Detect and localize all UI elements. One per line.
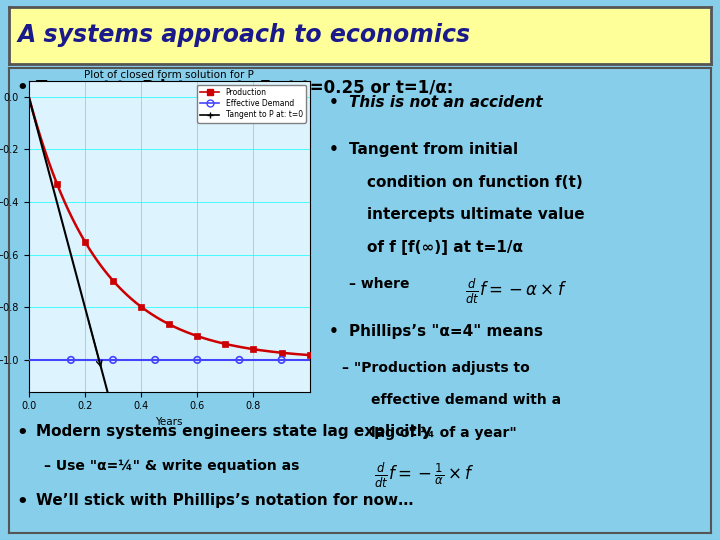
Text: •: • <box>328 323 338 339</box>
Title: Plot of closed form solution for P: Plot of closed form solution for P <box>84 70 254 80</box>
Text: $\frac{d}{dt}f = -\frac{1}{\alpha} \times f$: $\frac{d}{dt}f = -\frac{1}{\alpha} \time… <box>374 461 475 490</box>
Text: – "Production adjusts to: – "Production adjusts to <box>343 361 530 375</box>
Point <box>107 356 119 364</box>
Point <box>304 351 315 360</box>
Text: condition on function f(t): condition on function f(t) <box>367 174 582 190</box>
Text: Phillips’s "α=4" means: Phillips’s "α=4" means <box>349 323 544 339</box>
Point <box>163 320 175 329</box>
Text: lag of ¼ of a year": lag of ¼ of a year" <box>371 426 516 440</box>
Legend: Production, Effective Demand, Tangent to P at: t=0: Production, Effective Demand, Tangent to… <box>197 85 306 123</box>
Text: Tangent from initial: Tangent from initial <box>349 142 518 157</box>
Point <box>248 345 259 354</box>
Text: •: • <box>17 423 28 442</box>
Point <box>192 332 203 340</box>
Text: •: • <box>328 142 338 157</box>
Text: $\frac{d}{dt}f = -\alpha \times f$: $\frac{d}{dt}f = -\alpha \times f$ <box>465 277 567 306</box>
Text: We’ll stick with Phillips’s notation for now…: We’ll stick with Phillips’s notation for… <box>36 494 413 509</box>
Text: effective demand with a: effective demand with a <box>371 393 561 407</box>
Point <box>220 340 231 348</box>
Point <box>79 238 91 246</box>
Point <box>276 356 287 364</box>
Text: – Use "α=¼" & write equation as: – Use "α=¼" & write equation as <box>45 458 300 472</box>
Text: •: • <box>17 79 28 97</box>
Point <box>234 356 246 364</box>
Text: •: • <box>328 96 338 110</box>
Point <box>276 348 287 357</box>
Text: A systems approach to economics: A systems approach to economics <box>18 23 471 48</box>
Text: Modern systems engineers state lag explicitly: Modern systems engineers state lag expli… <box>36 423 432 438</box>
X-axis label: Years: Years <box>156 417 183 427</box>
Text: Tangent to P intersects E at t=0.25 or t=1/α:: Tangent to P intersects E at t=0.25 or t… <box>36 79 454 97</box>
Text: •: • <box>17 494 28 511</box>
Text: intercepts ultimate value: intercepts ultimate value <box>367 207 585 222</box>
Text: This is not an accident: This is not an accident <box>349 96 543 110</box>
Point <box>135 302 147 311</box>
Text: – where: – where <box>349 277 410 291</box>
Text: of f [f(∞)] at t=1/α: of f [f(∞)] at t=1/α <box>367 240 523 255</box>
Point <box>65 356 77 364</box>
Point <box>150 356 161 364</box>
Point <box>51 179 63 188</box>
Point <box>107 276 119 285</box>
Point <box>192 356 203 364</box>
